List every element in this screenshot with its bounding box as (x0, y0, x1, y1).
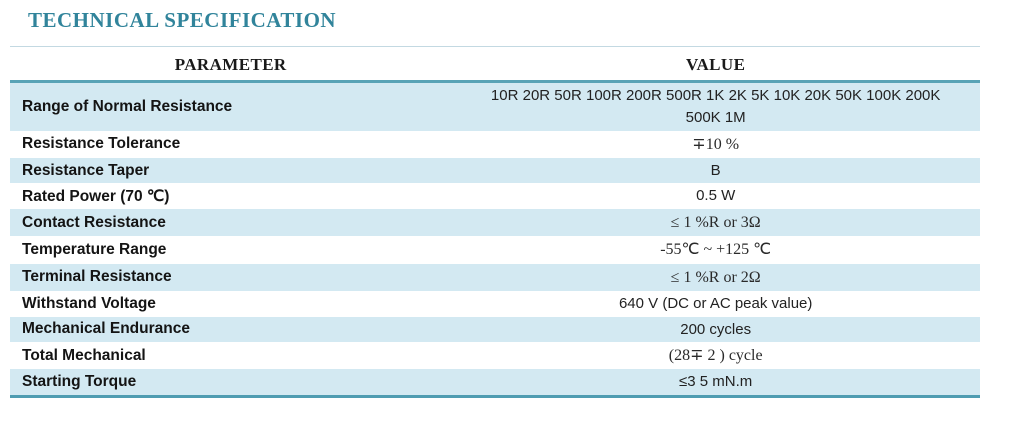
table-row: Resistance Tolerance ∓10 % (10, 131, 980, 158)
value-cell: B (710, 161, 721, 179)
table-row: Starting Torque ≤3 5 mN.m (10, 369, 980, 397)
table-row: Mechanical Endurance 200 cycles (10, 316, 980, 343)
table-row: Contact Resistance ≤ 1 %R or 3Ω (10, 209, 980, 237)
parameter-cell: Resistance Tolerance (22, 135, 181, 153)
table-row: Withstand Voltage 640 V (DC or AC peak va… (10, 291, 980, 317)
spec-table-body: Range of Normal Resistance 10R 20R 50R 10… (10, 81, 980, 397)
parameter-cell: Contact Resistance (22, 213, 166, 231)
spec-table: PARAMETER VALUE Range of Normal Resistan… (10, 46, 980, 398)
parameter-cell: Starting Torque (22, 373, 137, 391)
table-header-row: PARAMETER VALUE (10, 46, 980, 82)
parameter-cell: Mechanical Endurance (22, 320, 190, 338)
table-row: Terminal Resistance ≤ 1 %R or 2Ω (10, 263, 980, 291)
column-header-parameter: PARAMETER (10, 46, 452, 82)
parameter-cell: Rated Power (70 ℃) (22, 187, 170, 205)
value-cell: 10R 20R 50R 100R 200R 500R 1K 2K 5K 10K … (490, 87, 941, 126)
parameter-cell: Total Mechanical (22, 346, 146, 364)
parameter-cell: Resistance Taper (22, 161, 150, 179)
value-cell: ∓10 % (692, 135, 740, 153)
table-row: Temperature Range -55℃ ~ +125 ℃ (10, 236, 980, 263)
value-cell: 640 V (DC or AC peak value) (618, 294, 813, 312)
value-cell: ≤ 1 %R or 2Ω (670, 268, 761, 286)
value-cell: -55℃ ~ +125 ℃ (660, 241, 772, 259)
parameter-cell: Temperature Range (22, 240, 167, 258)
value-cell: 0.5 W (696, 187, 736, 205)
value-cell: (28∓ 2 ) cycle (668, 347, 763, 365)
page-title: TECHNICAL SPECIFICATION (28, 8, 337, 32)
table-row: Rated Power (70 ℃) 0.5 W (10, 183, 980, 209)
parameter-cell: Terminal Resistance (22, 268, 172, 286)
value-cell: ≤3 5 mN.m (679, 373, 753, 391)
value-cell: ≤ 1 %R or 3Ω (670, 214, 761, 232)
table-row: Total Mechanical (28∓ 2 ) cycle (10, 342, 980, 369)
column-header-value: VALUE (451, 46, 980, 82)
parameter-cell: Withstand Voltage (22, 294, 156, 312)
value-cell: 200 cycles (680, 320, 752, 338)
table-row: Resistance Taper B (10, 157, 980, 184)
parameter-cell: Range of Normal Resistance (22, 97, 233, 115)
table-row: Range of Normal Resistance 10R 20R 50R 10… (10, 81, 980, 131)
